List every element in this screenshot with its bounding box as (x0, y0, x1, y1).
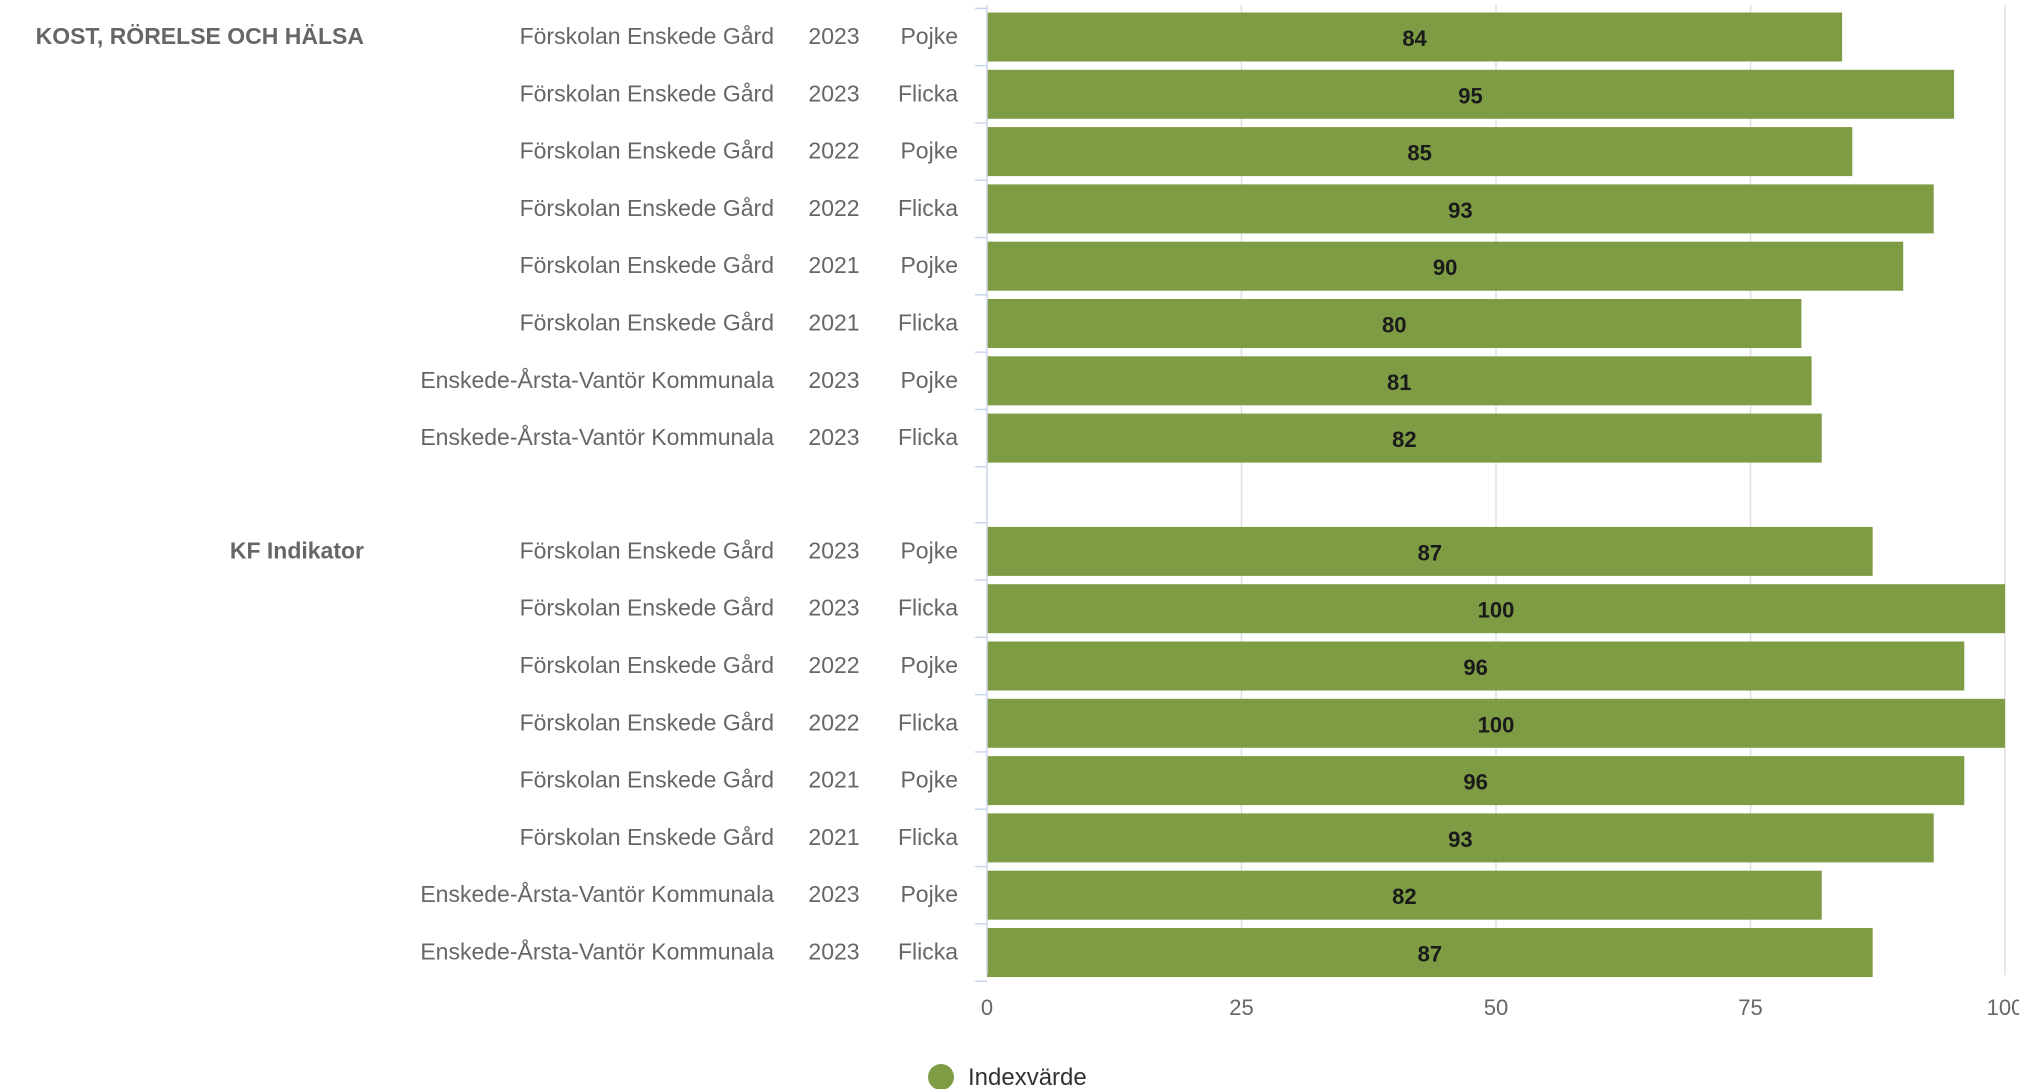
gender-label: Pojke (900, 367, 958, 393)
year-label: 2022 (808, 652, 859, 678)
unit-label: Förskolan Enskede Gård (520, 23, 774, 49)
bar[interactable] (987, 127, 1853, 177)
x-axis-ticks: 0 25 50 75 100 (981, 995, 2019, 1020)
bar[interactable] (987, 870, 1822, 920)
gender-label: Pojke (900, 252, 958, 278)
legend-marker[interactable] (928, 1064, 954, 1089)
x-tick-label: 75 (1738, 995, 1762, 1020)
bar[interactable] (987, 756, 1965, 806)
bar[interactable] (987, 413, 1822, 463)
bar-value-label: 85 (1407, 141, 1431, 166)
gender-label: Flicka (898, 195, 958, 221)
unit-label: Förskolan Enskede Gård (520, 138, 774, 164)
bar[interactable] (987, 184, 1934, 234)
group-label: KOST, RÖRELSE OCH HÄLSA (36, 23, 364, 49)
x-tick-label: 100 (1987, 995, 2019, 1020)
year-label: 2021 (808, 824, 859, 850)
unit-label: Förskolan Enskede Gård (520, 252, 774, 278)
bar-value-label: 95 (1458, 83, 1482, 108)
legend-label[interactable]: Indexvärde (968, 1064, 1087, 1089)
unit-label: Förskolan Enskede Gård (520, 80, 774, 106)
bar-value-label: 96 (1463, 655, 1487, 680)
bar-value-label: 82 (1392, 427, 1416, 452)
gender-label: Flicka (898, 424, 958, 450)
unit-label: Förskolan Enskede Gård (520, 310, 774, 336)
gender-label: Flicka (898, 595, 958, 621)
unit-label: Enskede-Årsta-Vantör Kommunala (420, 938, 774, 965)
gender-label: Pojke (900, 652, 958, 678)
bar-value-label: 100 (1478, 712, 1515, 737)
x-tick-label: 0 (981, 995, 993, 1020)
bar-value-label: 81 (1387, 370, 1411, 395)
gender-label: Flicka (898, 80, 958, 106)
bar[interactable] (987, 813, 1934, 863)
year-label: 2022 (808, 709, 859, 735)
bar-value-label: 84 (1402, 26, 1427, 51)
bar-value-label: 93 (1448, 198, 1472, 223)
bar[interactable] (987, 526, 1873, 576)
bar[interactable] (987, 12, 1843, 62)
year-label: 2023 (808, 881, 859, 907)
bar-value-label: 90 (1433, 255, 1457, 280)
unit-label: Förskolan Enskede Gård (520, 652, 774, 678)
unit-label: Enskede-Årsta-Vantör Kommunala (420, 366, 774, 393)
year-label: 2023 (808, 23, 859, 49)
bar[interactable] (987, 698, 2005, 748)
year-label: 2023 (808, 595, 859, 621)
year-label: 2021 (808, 767, 859, 793)
bar-value-label: 93 (1448, 827, 1472, 852)
bar-value-label: 100 (1478, 598, 1515, 623)
gender-label: Pojke (900, 537, 958, 563)
bar[interactable] (987, 241, 1904, 291)
bar[interactable] (987, 928, 1873, 977)
bar[interactable] (987, 584, 2005, 634)
gender-label: Pojke (900, 138, 958, 164)
unit-label: Förskolan Enskede Gård (520, 767, 774, 793)
unit-label: Enskede-Årsta-Vantör Kommunala (420, 880, 774, 907)
category-labels: Pojke 2023 Förskolan Enskede Gård KOST, RÖR… (36, 23, 959, 965)
gender-label: Flicka (898, 709, 958, 735)
bars: 84 95 85 93 90 80 81 82 87 100 96 100 96 93 82 87 (987, 12, 2005, 977)
unit-label: Enskede-Årsta-Vantör Kommunala (420, 423, 774, 450)
bar-value-label: 82 (1392, 884, 1416, 909)
unit-label: Förskolan Enskede Gård (520, 709, 774, 735)
year-label: 2023 (808, 424, 859, 450)
year-label: 2023 (808, 939, 859, 965)
bar-value-label: 96 (1463, 770, 1487, 795)
bar[interactable] (987, 641, 1965, 691)
year-label: 2022 (808, 195, 859, 221)
year-label: 2023 (808, 367, 859, 393)
bar-value-label: 80 (1382, 313, 1406, 338)
x-tick-label: 25 (1229, 995, 1253, 1020)
unit-label: Förskolan Enskede Gård (520, 595, 774, 621)
gender-label: Pojke (900, 881, 958, 907)
unit-label: Förskolan Enskede Gård (520, 195, 774, 221)
group-label: KF Indikator (230, 537, 364, 563)
year-label: 2023 (808, 537, 859, 563)
year-label: 2022 (808, 138, 859, 164)
year-label: 2021 (808, 310, 859, 336)
year-label: 2021 (808, 252, 859, 278)
unit-label: Förskolan Enskede Gård (520, 537, 774, 563)
gender-label: Flicka (898, 939, 958, 965)
legend[interactable]: Indexvärde (928, 1064, 1087, 1089)
gender-label: Flicka (898, 310, 958, 336)
bar-value-label: 87 (1418, 540, 1442, 565)
bar[interactable] (987, 299, 1802, 348)
gender-label: Pojke (900, 767, 958, 793)
bar-value-label: 87 (1418, 942, 1442, 967)
unit-label: Förskolan Enskede Gård (520, 824, 774, 850)
gender-label: Flicka (898, 824, 958, 850)
x-tick-label: 50 (1484, 995, 1508, 1020)
axes (975, 5, 988, 982)
bar[interactable] (987, 356, 1812, 406)
gender-label: Pojke (900, 23, 958, 49)
bar[interactable] (987, 69, 1955, 119)
year-label: 2023 (808, 80, 859, 106)
